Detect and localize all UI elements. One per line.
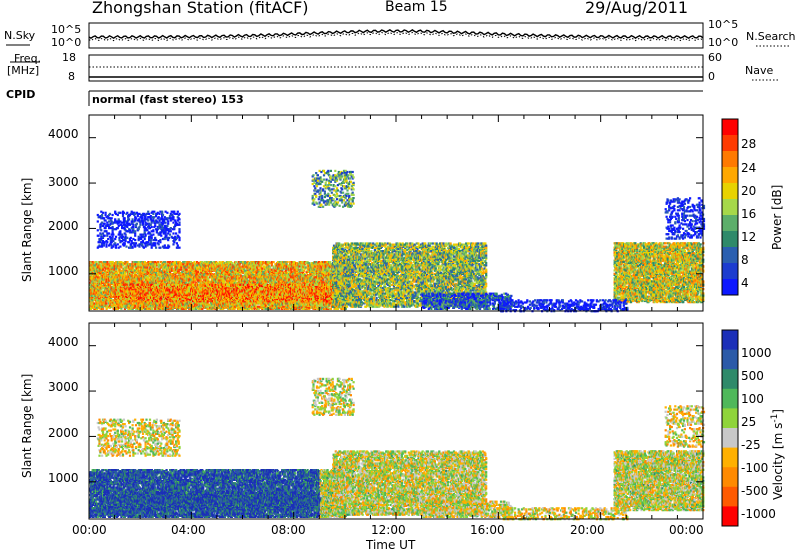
heat-cell [151,308,153,310]
heat-cell [235,261,237,263]
heat-cell [206,271,208,273]
heat-cell [102,308,104,310]
heat-cell [265,271,267,273]
nsky-panel-frame [89,23,703,48]
heat-cell [231,262,233,264]
freq-series [89,67,703,77]
heat-cell [146,266,148,268]
nsky-line [89,30,703,38]
nsky-series [89,30,703,41]
heat-cell [193,261,195,263]
heat-cell [116,272,118,274]
heat-cell [186,269,188,271]
heat-cell [206,266,208,268]
heat-cell [223,281,225,283]
power-heatmap [89,170,705,313]
heat-cell [164,261,166,263]
plot-canvas [0,0,800,554]
heat-cell [134,305,136,307]
heat-cell [95,261,97,263]
heat-cell [157,261,159,263]
heat-cell [126,261,128,263]
heat-cell [97,274,99,276]
heat-cell [106,261,108,263]
heat-cell [106,302,108,304]
heat-cell [197,271,199,273]
